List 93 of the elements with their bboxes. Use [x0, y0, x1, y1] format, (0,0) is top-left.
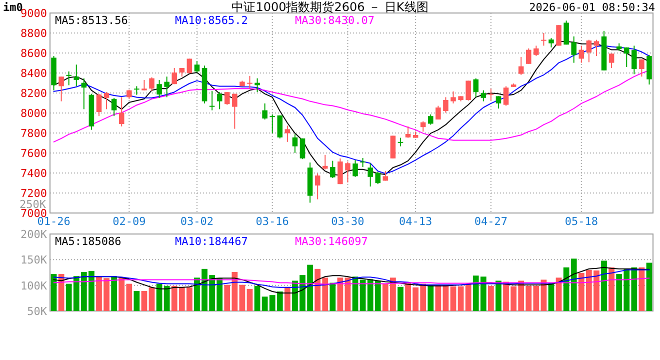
candlestick: [390, 135, 396, 159]
candlestick: [96, 93, 102, 117]
candlestick: [375, 171, 381, 185]
x-tick-label: 03-02: [180, 215, 214, 228]
line-series: [53, 269, 650, 288]
text: MA30:8430.07: [295, 14, 374, 27]
x-tick-label: 03-30: [331, 215, 364, 228]
candlestick: [345, 161, 350, 183]
y-tick-label: 7200: [20, 187, 47, 200]
text: MA5:185086: [55, 235, 122, 248]
x-tick-label: 02-09: [112, 215, 146, 228]
text: MA10:184467: [175, 235, 248, 248]
candlestick: [428, 114, 434, 126]
candlestick: [284, 125, 290, 142]
candlestick: [322, 154, 328, 170]
candlestick: [534, 45, 539, 56]
candlestick: [548, 38, 554, 48]
candlestick: [571, 36, 576, 64]
candlestick: [134, 86, 140, 96]
candlestick: [58, 76, 64, 102]
candlestick: [224, 92, 230, 106]
candlestick: [632, 45, 637, 75]
candlestick: [352, 160, 358, 178]
candlestick: [450, 90, 456, 104]
candlestick: [216, 92, 222, 110]
candlestick: [149, 76, 154, 92]
candlestick: [518, 56, 524, 76]
chart-title: 中证1000指数期货2606 － 日K线图: [232, 0, 428, 14]
candlestick: [526, 48, 532, 64]
candlestick: [111, 97, 117, 117]
candlestick: [556, 24, 562, 46]
candlestick: [247, 75, 252, 90]
candlestick: [314, 173, 320, 200]
candlestick: [66, 70, 72, 86]
candlestick: [277, 114, 283, 139]
candlestick: [209, 90, 215, 111]
y-tick-label: 7800: [20, 127, 47, 140]
candlestick: [564, 20, 569, 46]
candlestick: [186, 58, 192, 74]
y-tick-label: 200K: [20, 228, 48, 241]
y-tick-label: 150K: [20, 254, 48, 267]
candlestick: [262, 102, 268, 120]
candlestick: [368, 163, 373, 187]
y-tick-label: 100K: [20, 279, 48, 292]
y-tick-label: 8800: [20, 27, 47, 40]
candlestick: [126, 89, 132, 100]
candlestick: [578, 45, 584, 64]
candlestick: [594, 39, 600, 56]
candlestick: [142, 80, 147, 91]
candlestick: [541, 32, 546, 46]
candlestick: [330, 160, 336, 178]
candlestick: [164, 76, 170, 98]
candlestick: [436, 105, 441, 120]
y-tick-label: 7400: [20, 167, 47, 180]
candlestick: [488, 88, 494, 102]
y-tick-label: 8000: [20, 107, 47, 120]
candlestick: [503, 86, 509, 106]
candlestick: [74, 64, 80, 87]
y-tick-label: 8400: [20, 67, 47, 80]
candlestick: [646, 54, 652, 85]
candlestick: [232, 93, 238, 130]
y-tick-label: 8600: [20, 47, 47, 60]
candlestick: [118, 96, 124, 127]
text: MA30:146097: [295, 235, 368, 248]
text: MA5:8513.56: [55, 14, 128, 27]
y-tick-label: 7600: [20, 147, 47, 160]
y-tick-label: 50K: [27, 305, 48, 318]
line-series: [53, 278, 650, 285]
candlestick: [443, 96, 448, 114]
candlestick: [466, 80, 471, 102]
candlestick: [194, 60, 200, 73]
y-tick-label: 8200: [20, 87, 47, 100]
candlestick: [156, 80, 162, 98]
x-tick-label: 03-16: [256, 215, 289, 228]
candlestick: [300, 138, 306, 160]
annotation: 2026-06-01 08:50:34: [529, 1, 656, 14]
candlestick: [639, 58, 644, 78]
candlestick: [338, 158, 343, 185]
candlestick: [292, 134, 298, 154]
x-tick-label: 04-27: [474, 215, 508, 228]
candlestick: [480, 90, 486, 102]
x-tick-label: 05-18: [564, 215, 598, 228]
x-tick-label: 04-13: [399, 215, 432, 228]
candlestick: [172, 68, 178, 85]
candlestick: [624, 46, 630, 68]
candlestick: [473, 78, 479, 98]
candlestick: [104, 92, 110, 110]
candlestick: [586, 39, 592, 63]
text: MA10:8565.2: [175, 14, 248, 27]
candlestick: [496, 96, 502, 109]
candlestick: [270, 114, 275, 134]
candlestick: [608, 53, 614, 68]
candlestick: [405, 126, 411, 138]
